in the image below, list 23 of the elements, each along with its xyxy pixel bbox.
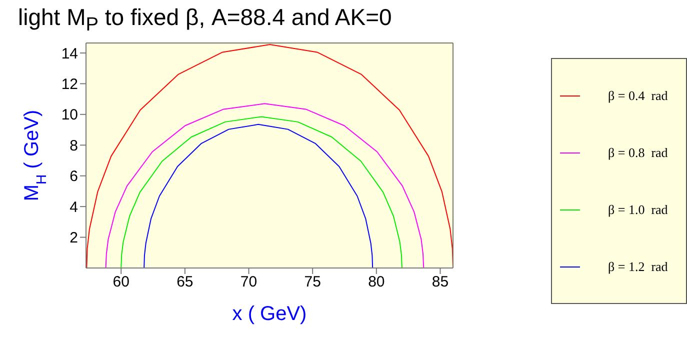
x-tick-label: 65 xyxy=(176,274,194,291)
line-series xyxy=(120,116,402,268)
legend-label: β = 0.4 rad xyxy=(608,88,668,104)
line-series xyxy=(86,44,453,268)
legend-label: β = 0.8 rad xyxy=(608,144,668,160)
line-series xyxy=(144,124,374,268)
x-axis-title: x ( GeV) xyxy=(232,303,307,325)
line-series xyxy=(105,103,424,268)
chart-title: light M$_{P}$ to fixed β, A=88.4 and AK=0 xyxy=(18,4,392,37)
y-tick-label: 4 xyxy=(70,198,78,216)
x-tick-label: 80 xyxy=(368,274,385,291)
x-tick-label: 75 xyxy=(304,274,321,291)
x-tick-label: 70 xyxy=(240,274,258,291)
y-tick-label: 2 xyxy=(70,230,78,247)
y-tick-label: 6 xyxy=(70,168,78,186)
y-tick-label: 12 xyxy=(61,76,78,94)
y-tick-label: 10 xyxy=(61,106,78,124)
y-tick-label: 14 xyxy=(61,45,78,62)
x-tick-label: 60 xyxy=(112,274,130,291)
legend-label: β = 1.0 rad xyxy=(608,202,668,218)
legend-label: β = 1.2 rad xyxy=(608,258,668,274)
x-tick-label: 85 xyxy=(432,274,449,291)
y-tick-label: 8 xyxy=(70,137,78,154)
